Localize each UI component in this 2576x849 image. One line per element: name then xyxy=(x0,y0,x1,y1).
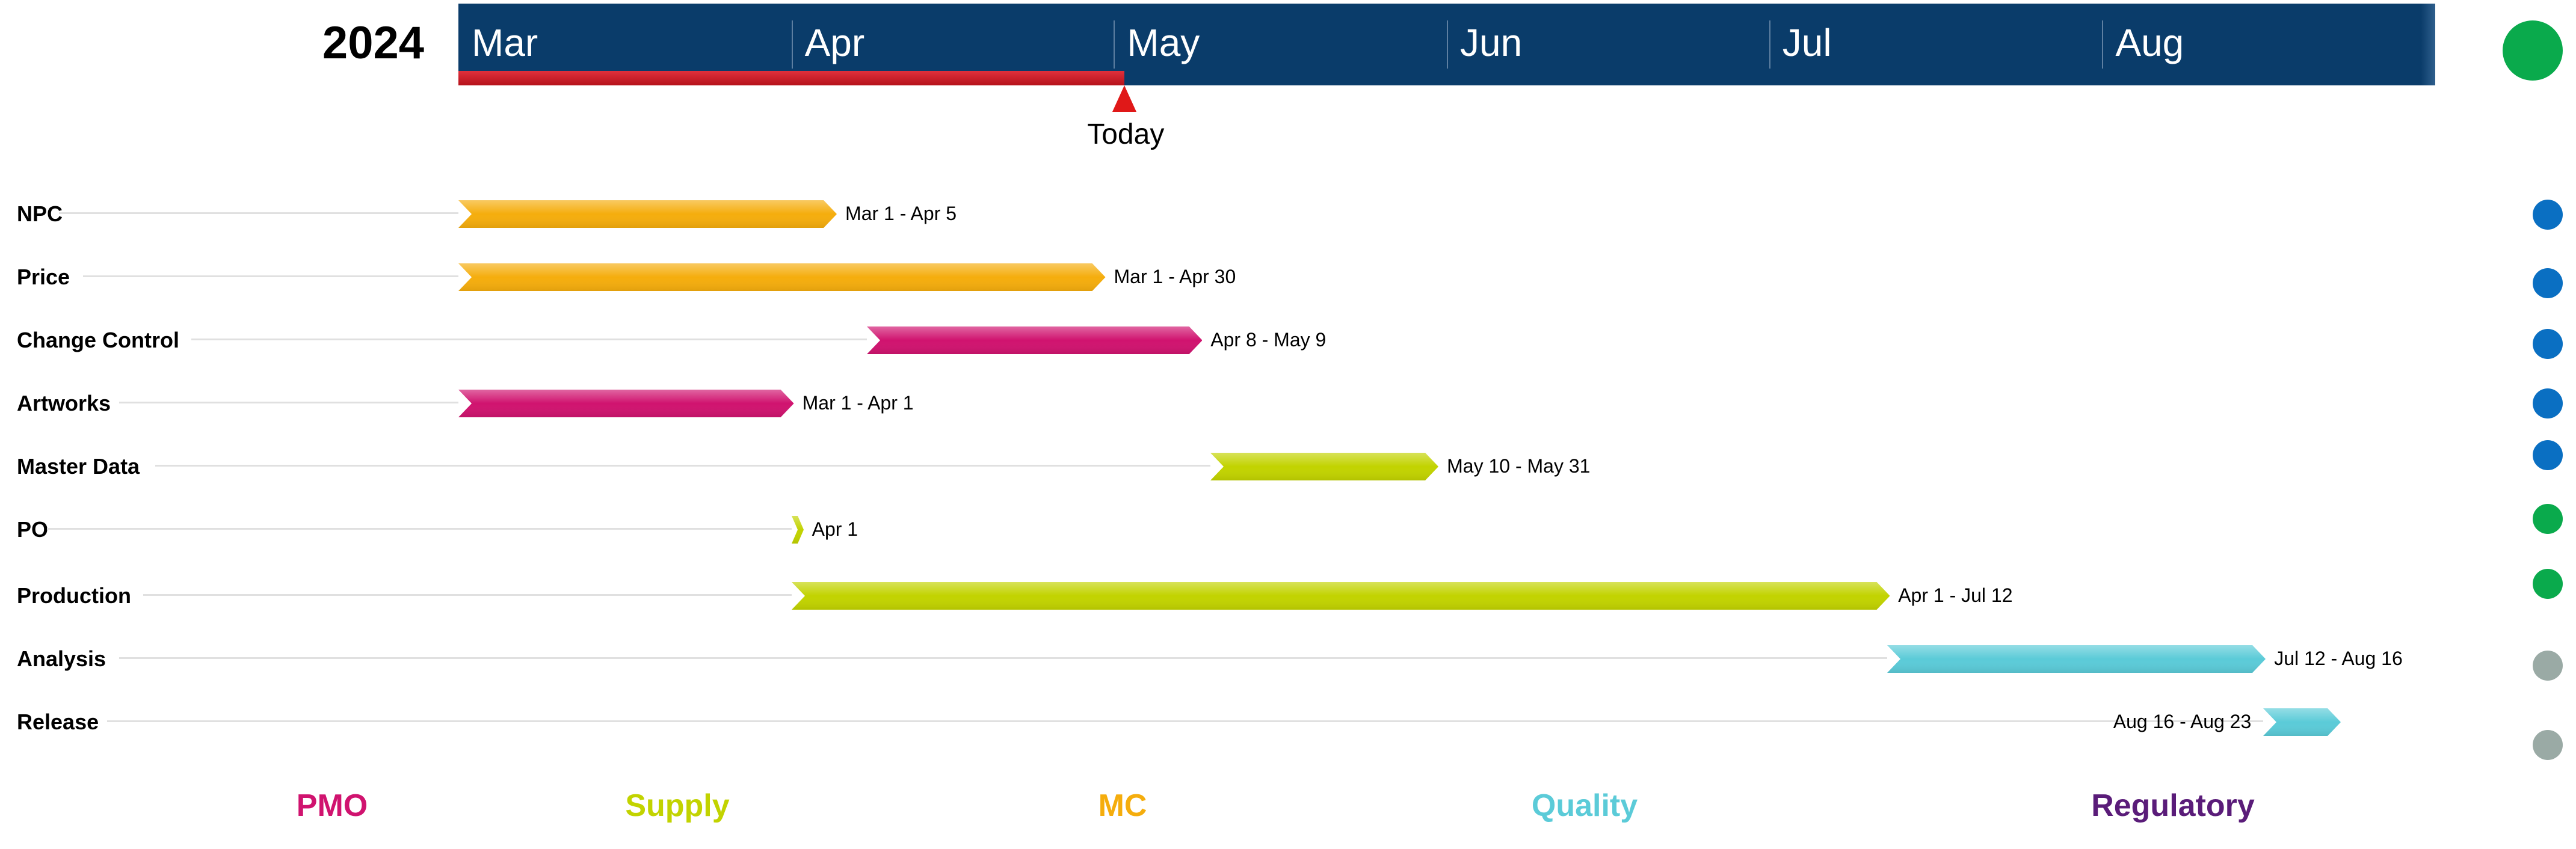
task-name: Analysis xyxy=(17,646,106,671)
task-bar-shape xyxy=(791,516,804,544)
today-marker-icon xyxy=(1112,85,1137,112)
task-bar xyxy=(866,326,1203,354)
timeline-band-end xyxy=(2421,4,2435,85)
task-name: NPC xyxy=(17,201,63,226)
today-label: Today xyxy=(1087,118,1165,150)
row-guide-line xyxy=(83,275,458,277)
elapsed-progress-bar xyxy=(458,71,1125,85)
task-bar-shape xyxy=(458,390,794,417)
gantt-row: Change Control Apr 8 - May 9 xyxy=(0,310,2576,370)
task-date-range: Apr 1 xyxy=(812,518,858,540)
task-name: Artworks xyxy=(17,391,111,415)
month-separator xyxy=(2102,20,2104,69)
gantt-row: Price Mar 1 - Apr 30 xyxy=(0,247,2576,307)
legend-item-supply: Supply xyxy=(625,788,730,823)
legend-item-pmo: PMO xyxy=(296,788,368,823)
gantt-row: PO Apr 1 xyxy=(0,499,2576,559)
row-guide-line xyxy=(143,594,792,596)
month-separator xyxy=(1447,20,1448,69)
task-date-range: Mar 1 - Apr 5 xyxy=(845,203,957,224)
legend: PMO Supply MC Quality Regulatory xyxy=(0,788,2576,836)
task-status-icon xyxy=(2533,388,2563,418)
task-name: Change Control xyxy=(17,328,179,352)
month-label-apr: Apr xyxy=(804,21,865,64)
task-name: Production xyxy=(17,583,131,608)
task-status-icon xyxy=(2533,569,2563,599)
task-bar xyxy=(791,582,1890,610)
task-name: Release xyxy=(17,710,99,734)
overall-status-icon xyxy=(2503,20,2563,81)
task-bar xyxy=(791,516,804,544)
task-date-range: Jul 12 - Aug 16 xyxy=(2274,648,2403,669)
gantt-row: Production Apr 1 - Jul 12 xyxy=(0,565,2576,625)
task-date-range: Mar 1 - Apr 30 xyxy=(1114,266,1236,287)
task-bar xyxy=(458,200,837,228)
task-date-range: Mar 1 - Apr 1 xyxy=(802,392,914,414)
month-label-jul: Jul xyxy=(1782,21,1832,64)
month-label-aug: Aug xyxy=(2115,21,2184,64)
task-bar xyxy=(1210,453,1439,480)
gantt-row: Master Data May 10 - May 31 xyxy=(0,436,2576,496)
task-bar xyxy=(2263,708,2341,736)
row-guide-line xyxy=(119,657,1888,659)
task-bar xyxy=(1887,645,2266,673)
month-label-mar: Mar xyxy=(472,21,538,64)
month-label-jun: Jun xyxy=(1460,21,1523,64)
task-status-icon xyxy=(2533,730,2563,760)
gantt-row: Analysis Jul 12 - Aug 16 xyxy=(0,628,2576,688)
task-status-icon xyxy=(2533,504,2563,534)
task-bar-shape xyxy=(1210,453,1439,480)
month-label-may: May xyxy=(1127,21,1200,64)
task-bar-shape xyxy=(2263,708,2341,736)
task-status-icon xyxy=(2533,200,2563,230)
row-guide-line xyxy=(107,720,2264,722)
legend-item-mc: MC xyxy=(1098,788,1147,823)
task-date-range: Apr 8 - May 9 xyxy=(1210,329,1327,351)
task-bar-shape xyxy=(1887,645,2266,673)
task-date-range: Aug 16 - Aug 23 xyxy=(2113,711,2252,732)
task-date-range: May 10 - May 31 xyxy=(1447,455,1591,477)
legend-item-regulatory: Regulatory xyxy=(2091,788,2255,823)
legend-item-quality: Quality xyxy=(1531,788,1638,823)
task-status-icon xyxy=(2533,329,2563,359)
gantt-row: Artworks Mar 1 - Apr 1 xyxy=(0,373,2576,433)
row-guide-line xyxy=(191,339,867,340)
task-bar-shape xyxy=(866,326,1203,354)
task-status-icon xyxy=(2533,440,2563,470)
gantt-row: NPC Mar 1 - Apr 5 xyxy=(0,183,2576,244)
task-name: Master Data xyxy=(17,454,140,479)
task-status-icon xyxy=(2533,651,2563,681)
task-bar xyxy=(458,263,1106,291)
month-separator xyxy=(1769,20,1770,69)
task-name: Price xyxy=(17,265,70,289)
month-separator xyxy=(1114,20,1115,69)
task-name: PO xyxy=(17,517,49,542)
task-status-icon xyxy=(2533,268,2563,298)
row-guide-line xyxy=(119,402,458,403)
month-separator xyxy=(791,20,793,69)
task-bar-shape xyxy=(458,200,837,228)
row-guide-line xyxy=(155,465,1211,467)
task-bar xyxy=(458,390,794,417)
gantt-row: Release Aug 16 - Aug 23 xyxy=(0,691,2576,752)
task-date-range: Apr 1 - Jul 12 xyxy=(1898,584,2013,606)
task-bar-shape xyxy=(791,582,1890,610)
task-bar-shape xyxy=(458,263,1106,291)
row-guide-line xyxy=(47,528,792,530)
row-guide-line xyxy=(59,212,458,214)
year-label: 2024 xyxy=(322,17,424,69)
